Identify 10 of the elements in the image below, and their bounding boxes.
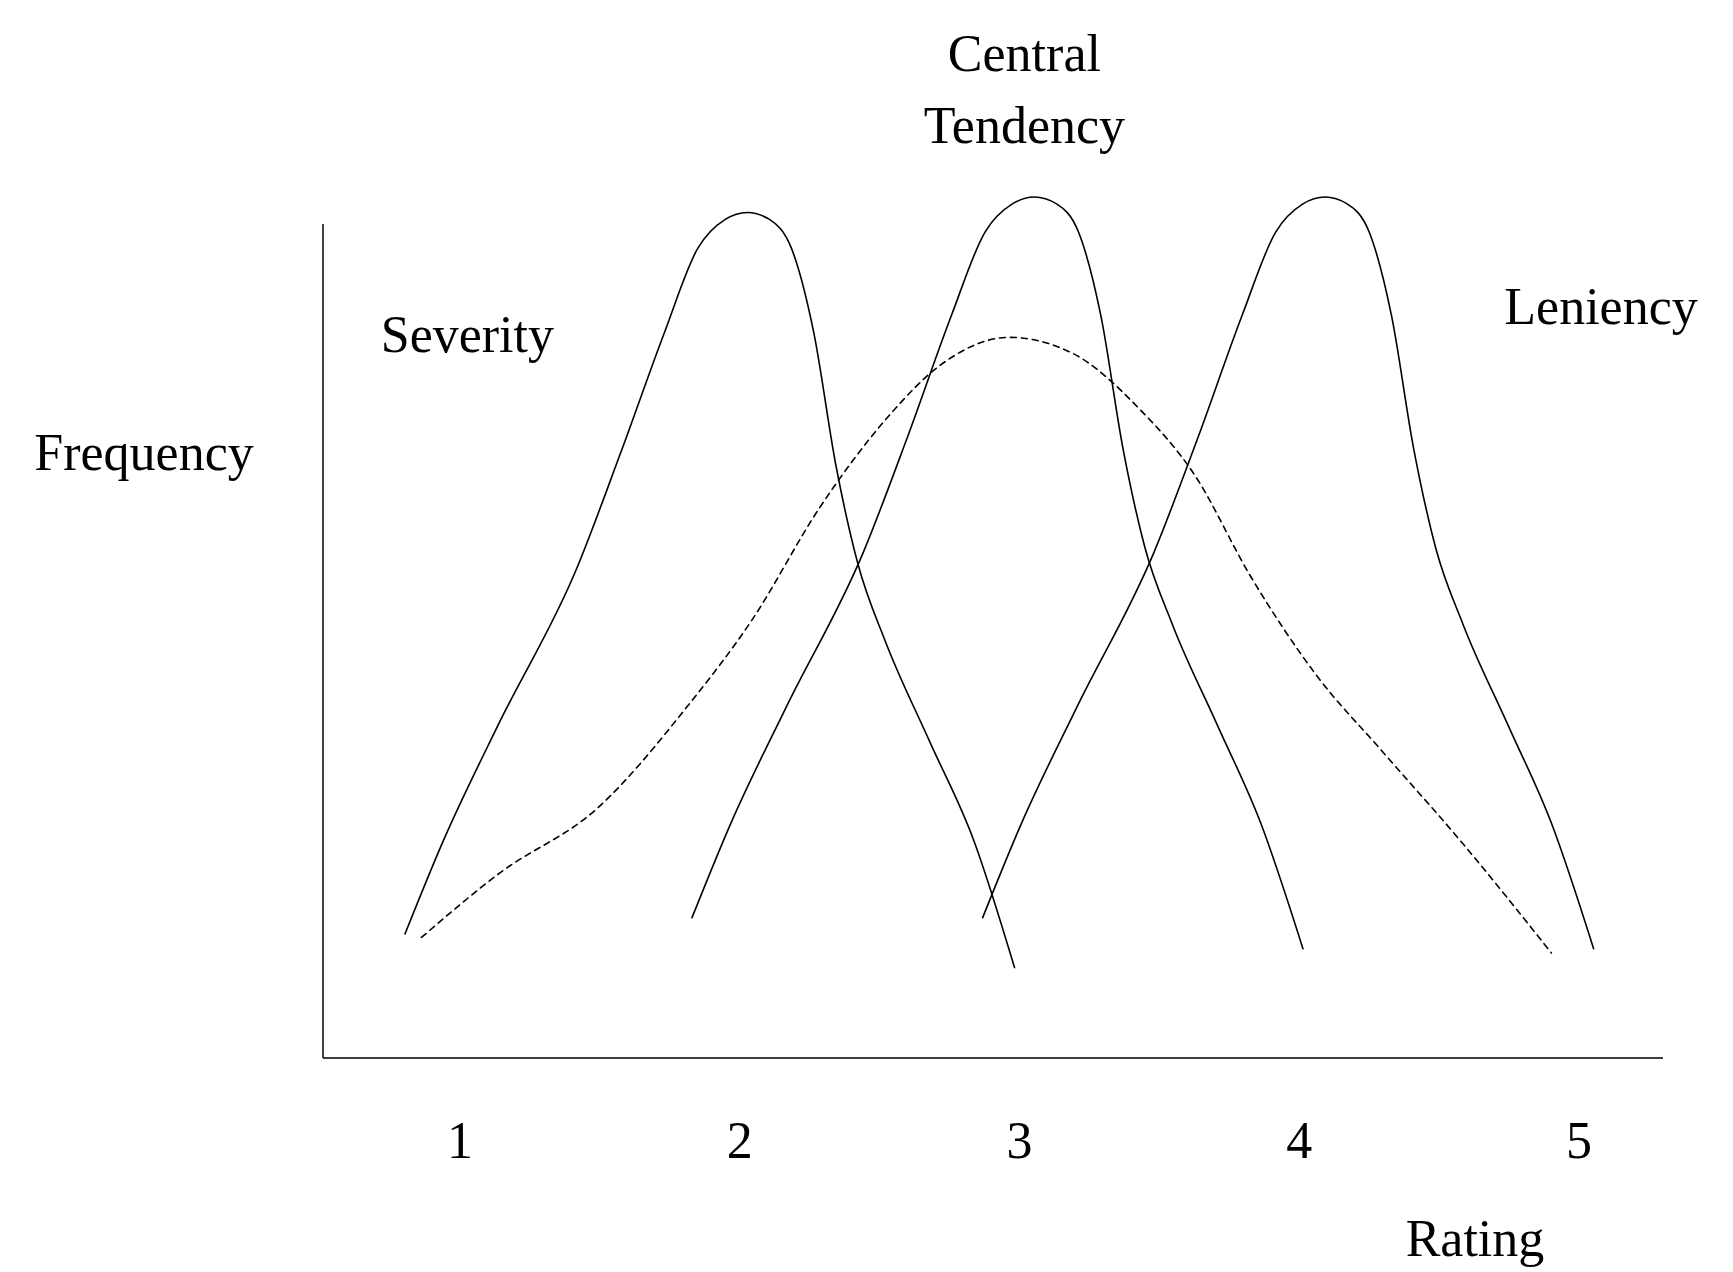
series-label: Severity: [380, 306, 555, 364]
series-label: Central Tendency: [923, 25, 1126, 154]
y-axis-title: Frequency: [34, 424, 254, 481]
x-tick-label: 1: [447, 1112, 474, 1169]
text: Leniency: [1504, 278, 1698, 335]
x-tick-label: 2: [726, 1112, 753, 1169]
x-axis-title: Rating: [1405, 1210, 1545, 1267]
x-tick-label: 5: [1566, 1112, 1593, 1169]
x-tick-label: 4: [1286, 1112, 1313, 1169]
x-tick-label: 3: [1006, 1112, 1033, 1169]
